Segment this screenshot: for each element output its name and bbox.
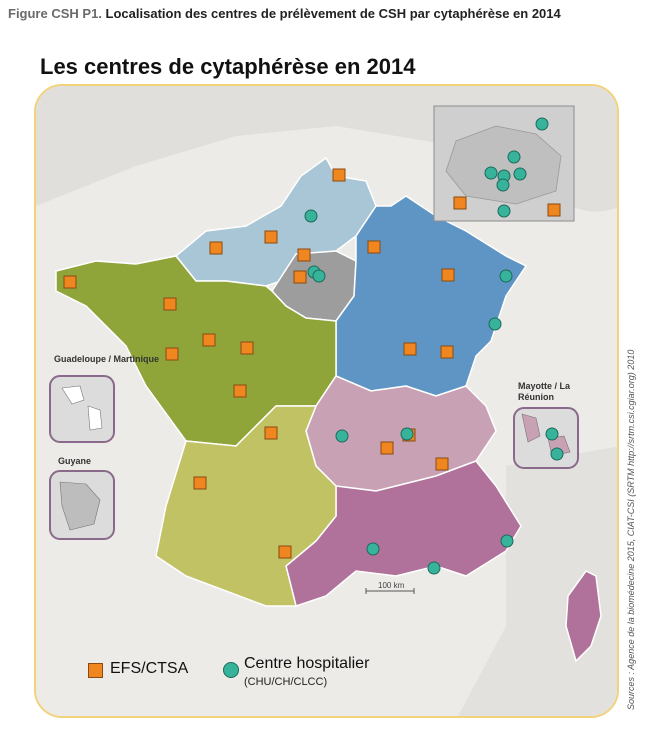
efs-marker xyxy=(278,545,292,559)
efs-marker xyxy=(297,248,311,262)
efs-marker xyxy=(264,230,278,244)
hospital-marker xyxy=(427,561,441,575)
efs-marker xyxy=(367,240,381,254)
mayotte-inset-label: Mayotte / La Réunion xyxy=(518,381,571,402)
efs-marker xyxy=(440,345,454,359)
efs-marker xyxy=(547,203,561,217)
figure-caption-label: Figure CSH P1. xyxy=(8,6,102,21)
efs-marker xyxy=(441,268,455,282)
efs-marker xyxy=(165,347,179,361)
figure-caption-text: Localisation des centres de prélèvement … xyxy=(105,6,561,21)
guyane-shape xyxy=(59,481,101,531)
scale-ticks xyxy=(365,588,415,594)
hospital-marker xyxy=(484,166,498,180)
source-credit: Sources : Agence de la biomédecine 2015,… xyxy=(626,349,636,710)
hospital-marker xyxy=(535,117,549,131)
hospital-markers xyxy=(304,117,564,575)
hospital-marker xyxy=(550,447,564,461)
figure-caption: Figure CSH P1. Localisation des centres … xyxy=(8,6,561,21)
efs-marker xyxy=(264,426,278,440)
hospital-marker xyxy=(497,204,511,218)
efs-marker xyxy=(193,476,207,490)
hospital-marker xyxy=(304,209,318,223)
efs-marker xyxy=(453,196,467,210)
hospital-marker xyxy=(496,178,510,192)
guadeloupe-shape xyxy=(61,385,85,405)
guadeloupe-inset-label: Guadeloupe / Martinique xyxy=(54,354,160,364)
efs-marker xyxy=(403,342,417,356)
map-frame: Guadeloupe / Martinique Guyane Mayotte /… xyxy=(34,84,619,718)
hospital-legend-sublabel: (CHU/CH/CLCC) xyxy=(244,676,328,688)
guadeloupe-inset xyxy=(49,375,115,443)
efs-marker xyxy=(380,441,394,455)
efs-marker xyxy=(63,275,77,289)
efs-marker xyxy=(332,168,346,182)
hospital-legend-marker xyxy=(223,662,239,678)
efs-marker xyxy=(209,241,223,255)
hospital-marker xyxy=(312,269,326,283)
efs-marker xyxy=(435,457,449,471)
hospital-marker xyxy=(400,427,414,441)
region-west xyxy=(55,255,337,447)
guyane-inset-label: Guyane xyxy=(58,456,92,466)
scale-label: 100 km xyxy=(378,581,405,590)
mayotte-shape xyxy=(521,413,541,443)
map-canvas xyxy=(36,86,617,716)
martinique-shape xyxy=(87,405,103,431)
efs-marker xyxy=(163,297,177,311)
hospital-marker xyxy=(335,429,349,443)
hospital-marker xyxy=(499,269,513,283)
hospital-marker xyxy=(366,542,380,556)
efs-marker xyxy=(233,384,247,398)
hospital-marker xyxy=(488,317,502,331)
hospital-marker xyxy=(500,534,514,548)
efs-legend-marker xyxy=(88,663,103,678)
paris-inset-area xyxy=(445,125,562,205)
hospital-legend-label: Centre hospitalier xyxy=(244,655,370,672)
hospital-marker xyxy=(507,150,521,164)
hospital-marker xyxy=(545,427,559,441)
region-corsica xyxy=(565,570,602,663)
efs-markers xyxy=(63,168,561,559)
efs-marker xyxy=(202,333,216,347)
hospital-marker xyxy=(513,167,527,181)
efs-marker xyxy=(240,341,254,355)
map-title: Les centres de cytaphérèse en 2014 xyxy=(40,54,416,79)
efs-marker xyxy=(293,270,307,284)
efs-legend-label: EFS/CTSA xyxy=(110,660,189,677)
